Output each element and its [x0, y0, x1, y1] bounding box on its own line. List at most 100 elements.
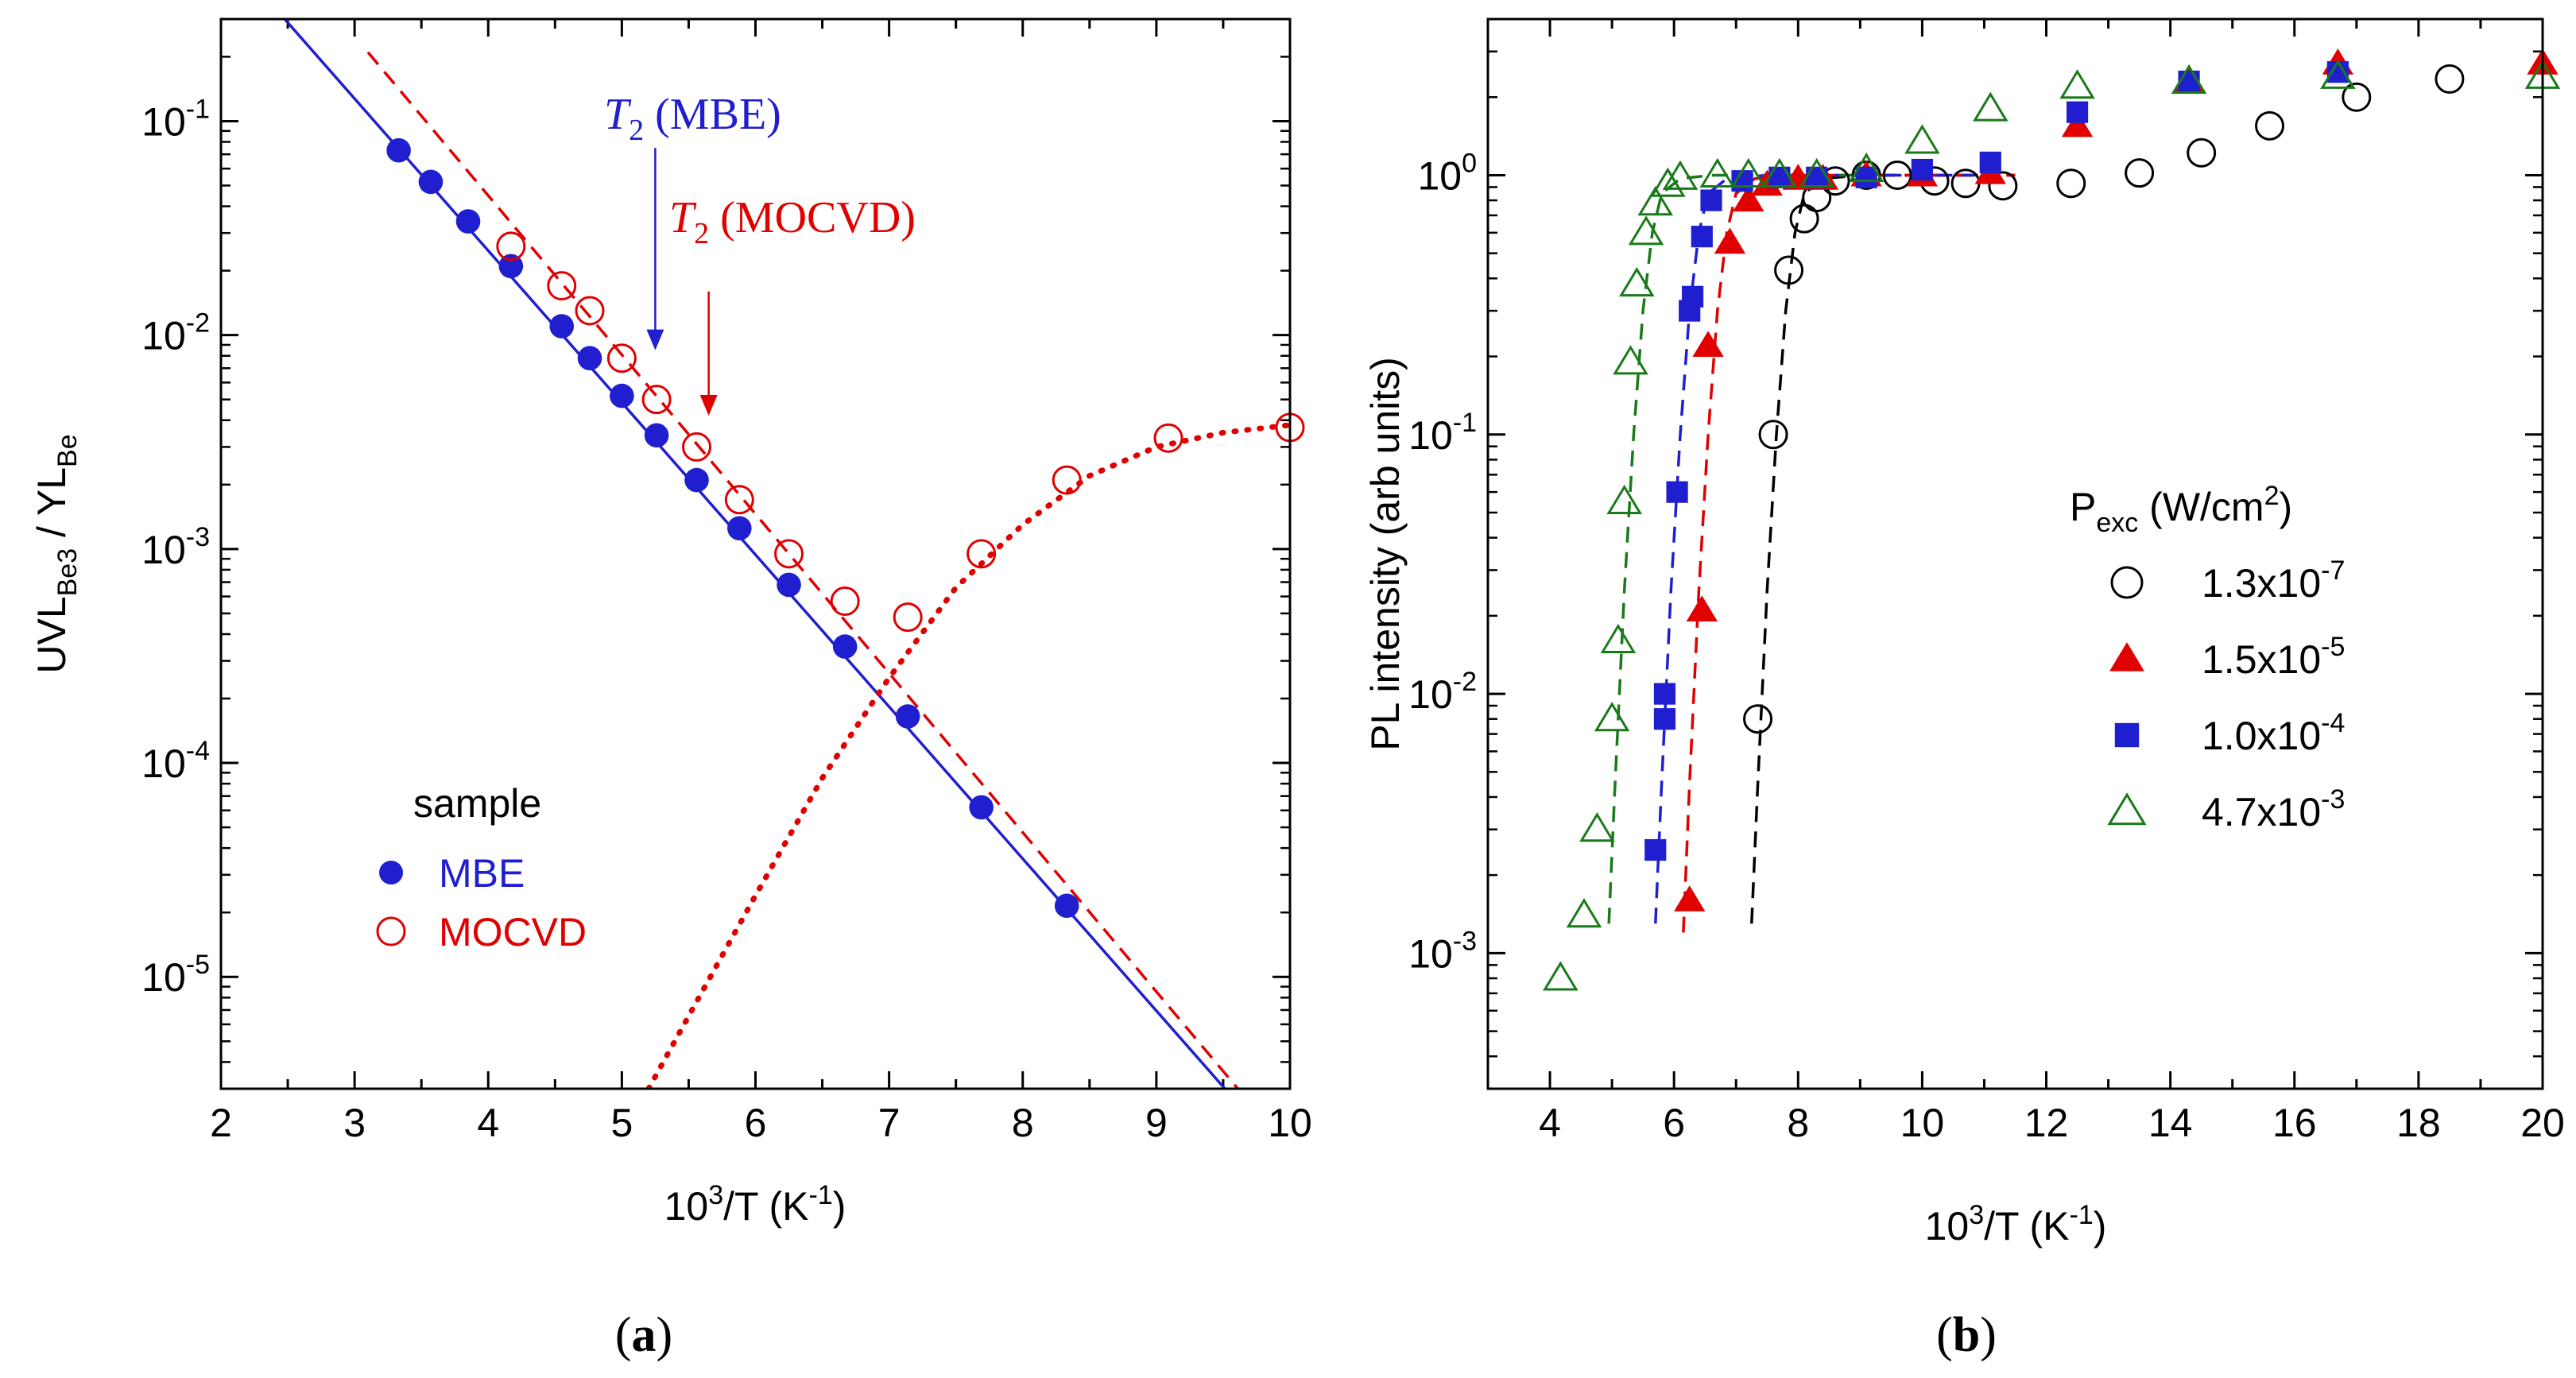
panel-a-annotations: T2 (MBE) T2 (MOCVD) [604, 90, 916, 416]
annotation-t2-mocvd-text: (MOCVD) [709, 193, 916, 242]
data-point-1-3x10-7 [2342, 82, 2372, 112]
data-point-1-3x10-7 [1774, 255, 1804, 285]
data-point-1-0x10-4 [1855, 166, 1877, 188]
data-point-mbe [969, 795, 994, 820]
data-point-4-7x10-3 [1904, 124, 1940, 154]
y-tick-label: 10-2 [141, 308, 210, 358]
panel-b-label-letter: b [1953, 1308, 1980, 1362]
data-point-4-7x10-3 [1600, 623, 1637, 653]
legend-label-exponent: -5 [2321, 632, 2345, 662]
fit-line-mocvd-fit [366, 51, 1240, 1089]
annotation-arrow-head [646, 329, 664, 350]
fit-line-fit-1-5x10-5 [1682, 173, 2016, 933]
y-tick-label: 10-5 [141, 950, 210, 1000]
x-tick-label: 9 [1145, 1101, 1168, 1145]
data-point-mocvd [1153, 423, 1183, 453]
legend-marker-1-0x10-4 [2114, 722, 2140, 748]
data-point-4-7x10-3 [2171, 64, 2207, 94]
data-point-1-0x10-4 [2178, 70, 2200, 93]
data-point-mbe [577, 346, 602, 370]
data-point-mocvd [893, 602, 923, 633]
data-point-mbe [644, 423, 669, 448]
panel-a-label-open: ( [615, 1308, 632, 1362]
data-point-4-7x10-3 [1650, 167, 1686, 197]
panel-a-legend: sample MBE MOCVD [376, 781, 587, 954]
x-tick-label: 5 [610, 1101, 633, 1145]
annotation-t2-mbe-sub: 2 [629, 114, 644, 147]
data-point-1-5x10-5 [1714, 227, 1746, 254]
panel-b-x-axis-label: 103/T (K-1) [1925, 1200, 2107, 1248]
legend-label-base: 1.0x10 [2202, 714, 2321, 758]
y-tick-label-base: 10 [1408, 672, 1453, 717]
panel-a-label-close: ) [657, 1308, 673, 1362]
legend-marker-mocvd [376, 916, 406, 946]
y-tick-label-base: 10 [1408, 931, 1453, 976]
legend-marker-4-7x10-3 [2107, 792, 2147, 826]
annotation-t2-mocvd-sub: 2 [694, 217, 709, 250]
data-point-1-3x10-7 [2255, 110, 2285, 141]
legend-label: 4.7x10-3 [2202, 784, 2345, 834]
data-point-4-7x10-3 [1848, 152, 1885, 183]
panel-a-y-axis-label: UVLBe3 / YLBe [29, 434, 83, 673]
data-point-1-0x10-4 [2066, 101, 2089, 123]
x-tick-label: 10 [1268, 1101, 1312, 1145]
data-point-1-0x10-4 [2326, 61, 2349, 83]
data-point-mocvd [966, 539, 997, 569]
data-point-4-7x10-3 [1579, 812, 1615, 842]
panel-b-data-points [1543, 48, 2561, 991]
y-tick-label: 100 [1417, 148, 1477, 198]
y-tick-label-exponent: -1 [186, 94, 210, 124]
legend-label-mbe: MBE [439, 851, 525, 896]
y-tick-label-exponent: -1 [1453, 408, 1477, 438]
legend-marker-mbe [379, 861, 403, 884]
data-point-mocvd [641, 385, 672, 415]
data-point-mocvd [496, 231, 526, 261]
x-tick-label: 12 [2024, 1101, 2069, 1145]
data-point-4-7x10-3 [1613, 345, 1648, 375]
annotation-t2-mbe-symbol: T [604, 90, 632, 139]
data-point-mbe [386, 137, 411, 163]
legend-label-base: 1.3x10 [2202, 561, 2321, 606]
legend-title-pexc-end: ) [2279, 485, 2292, 529]
data-point-1-0x10-4 [1653, 683, 1676, 705]
data-point-mbe [498, 254, 524, 279]
y-tick-label-exponent: -2 [1453, 667, 1477, 697]
data-point-1-0x10-4 [1644, 838, 1667, 861]
legend-title-pexc-base: P [2070, 485, 2096, 529]
data-point-1-5x10-5 [2061, 110, 2094, 137]
data-point-1-3x10-7 [1988, 171, 2018, 201]
legend-title-sample: sample [413, 781, 541, 826]
data-point-4-7x10-3 [2320, 59, 2356, 89]
data-point-mbe [895, 704, 920, 729]
data-point-1-5x10-5 [1733, 185, 1764, 212]
panel-a-ylabel-mid: / YL [29, 467, 74, 548]
legend-title-pexc-sub: exc [2096, 508, 2138, 538]
data-point-4-7x10-3 [1662, 160, 1699, 190]
panel-b-label-open: ( [1936, 1308, 1953, 1362]
data-point-mocvd [575, 296, 605, 326]
legend-label-base: 1.5x10 [2202, 637, 2321, 682]
data-point-4-7x10-3 [1619, 266, 1655, 297]
annotation-t2-mocvd-symbol: T [669, 193, 697, 242]
panel-a-xlabel-end: ) [833, 1184, 846, 1229]
data-point-mbe [455, 209, 481, 234]
x-tick-label: 4 [1539, 1101, 1561, 1145]
data-point-mbe [1054, 893, 1079, 919]
data-point-1-0x10-4 [1691, 226, 1713, 248]
annotation-t2-mbe: T2 (MBE) [604, 90, 781, 147]
legend-marker-1-3x10-7 [2110, 566, 2144, 599]
y-tick-label-exponent: 0 [1462, 148, 1477, 178]
data-point-1-0x10-4 [1700, 189, 1722, 211]
legend-label: 1.3x10-7 [2202, 555, 2345, 606]
data-point-4-7x10-3 [1566, 898, 1602, 928]
y-tick-label-base: 10 [1417, 153, 1462, 198]
data-point-mocvd [547, 271, 577, 301]
data-point-1-0x10-4 [1768, 166, 1791, 188]
data-point-1-3x10-7 [2125, 158, 2155, 188]
data-point-mbe [418, 169, 444, 195]
x-tick-label: 7 [878, 1101, 901, 1145]
data-point-4-7x10-3 [1637, 186, 1674, 216]
